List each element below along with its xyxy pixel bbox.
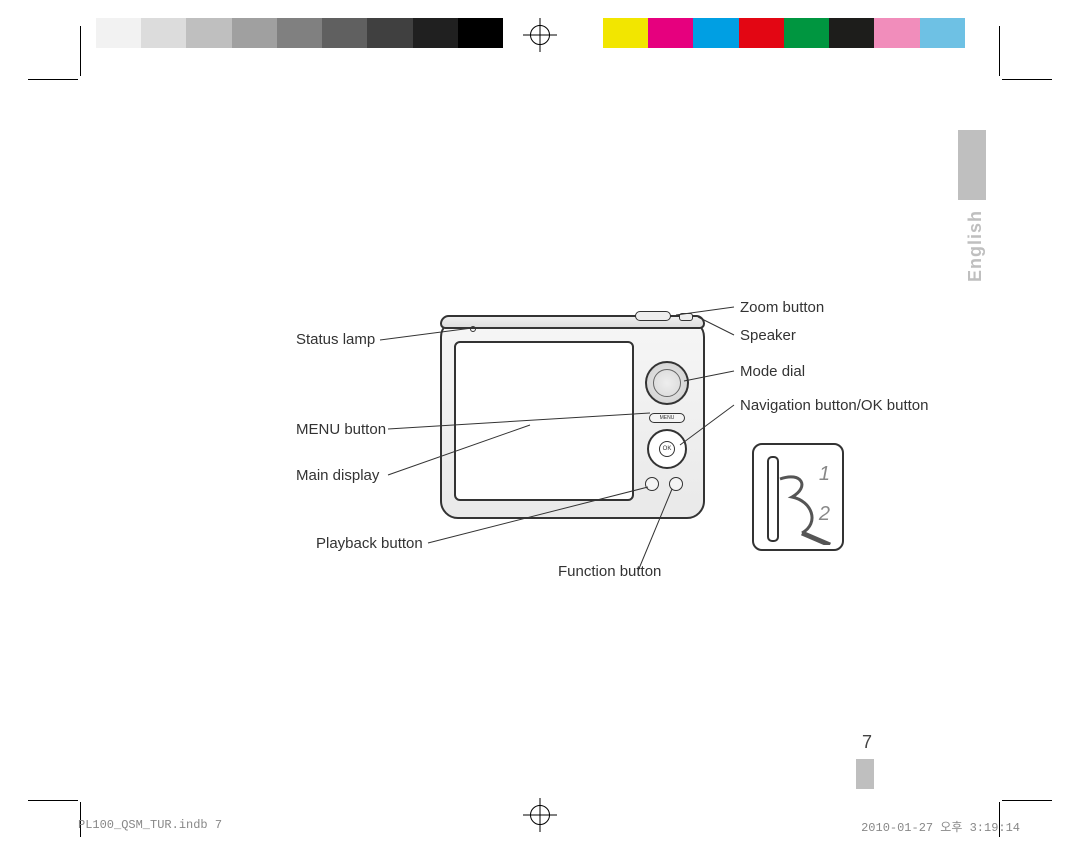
camera-diagram: MENU 1 2 [280, 295, 920, 625]
inset-step-2: 2 [819, 503, 830, 526]
print-footer: PL100_QSM_TUR.indb 7 2010-01-27 오후 3:19:… [78, 818, 1020, 835]
page-number: 7 [862, 732, 872, 753]
crop-mark [28, 800, 78, 801]
camera-illustration: MENU [440, 319, 705, 519]
crop-mark [1002, 800, 1052, 801]
page-number-bar [856, 759, 874, 789]
footer-file: PL100_QSM_TUR.indb 7 [78, 818, 222, 835]
crop-mark [1002, 79, 1052, 80]
label-nav-ok: Navigation button/OK button [740, 397, 928, 414]
crop-mark [28, 79, 78, 80]
registration-mark-top [523, 18, 557, 52]
label-speaker: Speaker [740, 327, 796, 344]
page-body: English MENU 1 2 [110, 65, 980, 785]
crop-mark [80, 26, 81, 76]
label-function-button: Function button [558, 563, 661, 580]
label-mode-dial: Mode dial [740, 363, 805, 380]
crop-mark [999, 26, 1000, 76]
language-tab-block [958, 130, 986, 200]
footer-timestamp: 2010-01-27 오후 3:19:14 [861, 818, 1020, 835]
label-status-lamp: Status lamp [296, 331, 375, 348]
label-menu-button: MENU button [296, 421, 386, 438]
label-zoom-button: Zoom button [740, 299, 824, 316]
label-playback-button: Playback button [316, 535, 423, 552]
language-tab-label: English [965, 210, 986, 282]
inset-step-1: 1 [819, 463, 830, 486]
strap-inset: 1 2 [752, 443, 844, 551]
label-main-display: Main display [296, 467, 379, 484]
